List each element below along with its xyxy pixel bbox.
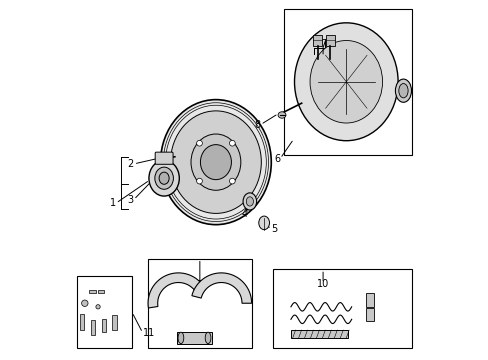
Ellipse shape [155, 167, 173, 189]
Ellipse shape [398, 84, 407, 98]
Bar [272, 269, 411, 348]
Bar [177, 332, 211, 343]
Bar [98, 290, 104, 293]
Bar [290, 330, 347, 338]
Bar [91, 320, 95, 336]
Bar [102, 319, 106, 332]
Ellipse shape [243, 193, 256, 210]
Bar [365, 293, 373, 307]
Bar [365, 307, 373, 321]
Bar [313, 35, 322, 46]
Text: 8: 8 [254, 120, 260, 130]
Bar [80, 314, 84, 330]
Polygon shape [191, 273, 251, 303]
Ellipse shape [309, 41, 382, 123]
Bar [89, 290, 95, 293]
Text: 2: 2 [127, 159, 134, 169]
Text: 9: 9 [196, 280, 203, 291]
Circle shape [229, 178, 235, 184]
Circle shape [196, 178, 202, 184]
FancyBboxPatch shape [155, 152, 173, 164]
Ellipse shape [205, 332, 210, 343]
Ellipse shape [246, 197, 253, 206]
Text: 11: 11 [142, 328, 155, 338]
Text: 6: 6 [274, 154, 280, 163]
Bar [77, 276, 132, 348]
Ellipse shape [258, 216, 269, 230]
Text: 7: 7 [319, 39, 325, 49]
Ellipse shape [200, 145, 231, 180]
Ellipse shape [191, 134, 241, 190]
Circle shape [196, 140, 202, 146]
Bar [148, 258, 251, 348]
Ellipse shape [170, 111, 261, 213]
Ellipse shape [156, 156, 163, 161]
Ellipse shape [395, 79, 411, 102]
Text: 1: 1 [109, 198, 116, 208]
Text: 3: 3 [127, 195, 134, 204]
Text: 5: 5 [271, 224, 277, 234]
Circle shape [96, 305, 100, 309]
Text: 10: 10 [316, 279, 328, 289]
Circle shape [81, 300, 88, 306]
Polygon shape [148, 273, 205, 308]
Ellipse shape [178, 332, 183, 343]
Circle shape [229, 140, 235, 146]
Text: 4: 4 [242, 209, 247, 219]
Ellipse shape [160, 100, 271, 225]
Bar [283, 9, 411, 155]
Ellipse shape [159, 172, 169, 184]
Ellipse shape [278, 112, 285, 118]
Bar [325, 35, 334, 46]
Ellipse shape [294, 23, 397, 141]
Bar [112, 315, 116, 330]
Ellipse shape [149, 160, 179, 196]
